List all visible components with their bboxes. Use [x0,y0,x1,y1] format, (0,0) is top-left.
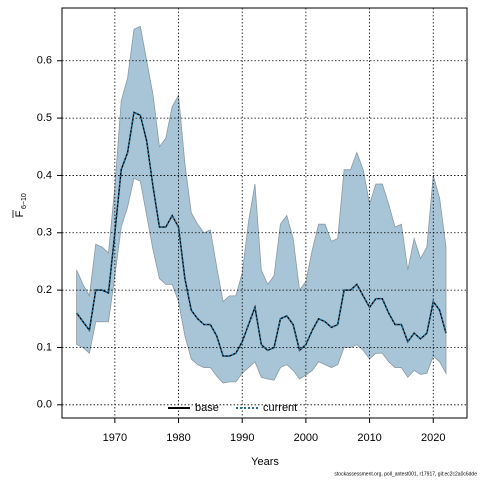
y-tick-label: 0.3 [37,227,52,239]
x-tick-label: 2000 [294,432,318,444]
y-tick-label: 0.5 [37,112,52,124]
x-tick-label: 1980 [166,432,190,444]
confidence-band [76,25,447,384]
legend-label: base [195,402,219,414]
x-tick-label: 2010 [357,432,381,444]
plot-frame [61,7,468,419]
y-tick-label: 0.2 [37,284,52,296]
footer: stockassessment.org, poll_antest001, r17… [334,471,477,477]
legend-label: current [263,402,297,414]
y-tick-label: 0.0 [37,399,52,411]
y-tick-label: 0.1 [37,341,52,353]
y-axis-label-sub: 6−10 [21,193,28,209]
y-axis-label: F 6−10 [12,193,28,218]
x-axis-label: Years [251,456,279,468]
y-tick-label: 0.4 [37,169,52,181]
series-line [76,111,447,357]
y-tick-label: 0.6 [37,55,52,67]
x-tick-label: 1990 [230,432,254,444]
x-tick-label: 1970 [103,432,127,444]
x-tick-label: 2020 [421,432,445,444]
y-axis-label-main: F [14,210,26,217]
